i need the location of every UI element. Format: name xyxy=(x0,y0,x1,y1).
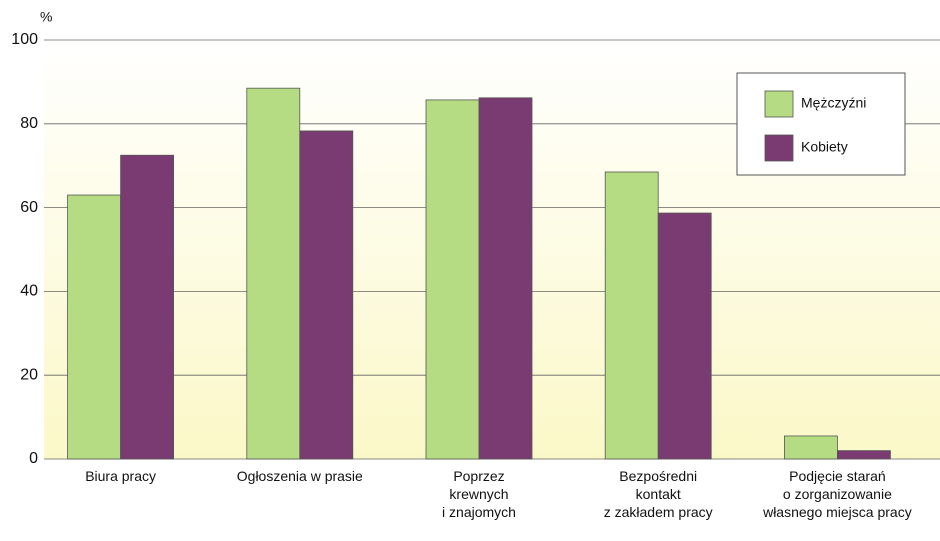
y-axis-label: % xyxy=(40,9,52,25)
legend-box xyxy=(736,72,906,176)
bar xyxy=(657,212,712,460)
bar xyxy=(837,450,891,460)
x-tick-label: Ogłoszenia w prasie xyxy=(237,468,363,484)
bar xyxy=(784,435,838,460)
bar xyxy=(604,171,659,460)
bar xyxy=(299,130,354,460)
bar xyxy=(246,87,301,460)
y-tick-label: 80 xyxy=(20,115,38,132)
y-tick-label: 0 xyxy=(29,450,38,467)
bar xyxy=(120,154,174,460)
legend-label: Mężczyźni xyxy=(801,95,866,111)
legend-label: Kobiety xyxy=(801,139,848,155)
legend-swatch xyxy=(764,134,794,162)
x-tick-label: Poprzez krewnych i znajomych xyxy=(442,468,516,520)
y-tick-label: 40 xyxy=(20,283,38,300)
x-tick-label: Podjęcie starań o zorganizowanie własnego … xyxy=(762,468,912,520)
y-tick-label: 20 xyxy=(20,366,38,383)
y-tick-label: 60 xyxy=(20,199,38,216)
x-tick-label: Biura pracy xyxy=(85,468,156,484)
bar xyxy=(425,99,480,460)
y-tick-label: 100 xyxy=(11,31,38,48)
legend-swatch xyxy=(764,90,794,118)
bar xyxy=(478,97,533,460)
bar xyxy=(67,194,121,460)
x-tick-label: Bezpośredni kontakt z zakładem pracy xyxy=(604,468,713,520)
